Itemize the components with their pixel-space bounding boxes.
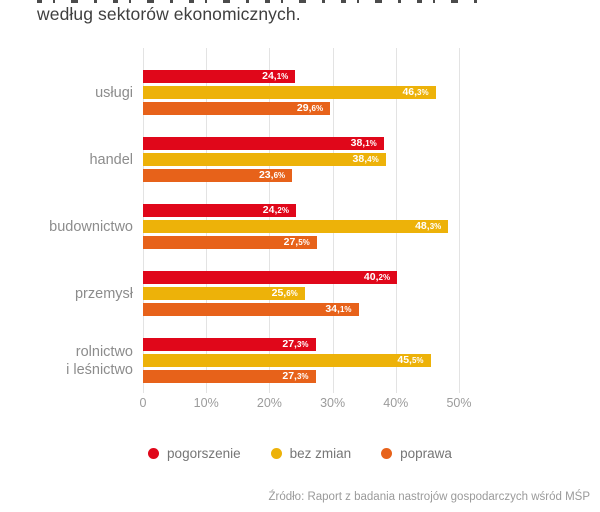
category-label: budownictwo [49, 218, 133, 235]
legend-item-pogorszenie: pogorszenie [148, 446, 241, 461]
bar-value-label: 45,5% [397, 354, 424, 366]
legend-label: pogorszenie [167, 446, 241, 461]
bar-value-label: 23,6% [258, 169, 286, 181]
x-axis-tick-label: 50% [446, 396, 472, 410]
bar-value-label: 29,6% [296, 102, 324, 114]
x-axis-tick-label: 30% [320, 396, 346, 410]
category-label: rolnictwo i leśnictwo [66, 343, 133, 378]
bar-value-label: 27,5% [283, 236, 310, 248]
bar-bez-zmian: 46,3% [143, 86, 436, 99]
bar-bez-zmian: 25,6% [143, 287, 305, 300]
chart-title: według sektorów ekonomicznych. [37, 4, 301, 24]
category-label: handel [89, 151, 133, 168]
bar-value-label: 24,1% [262, 70, 289, 82]
x-axis-tick-label: 10% [193, 396, 219, 410]
bar-pogorszenie: 24,1% [143, 70, 296, 83]
legend-item-bez-zmian: bez zmian [270, 446, 352, 461]
bar-value-label: 38,1% [350, 137, 377, 149]
x-axis-tick-label: 40% [383, 396, 409, 410]
plot-area: 24,1% 46,3% 29,6% 38,1% 38,4% 23,6% 24,2% 48,3%… [143, 48, 460, 393]
bar-bez-zmian: 45,5% [143, 354, 431, 367]
grid-line [459, 48, 460, 393]
bar-value-label: 27,3% [282, 370, 309, 382]
bar-value-label: 24,2% [262, 204, 289, 216]
bar-poprawa: 23,6% [143, 169, 293, 182]
legend-color-dot [381, 448, 393, 459]
bar-poprawa: 27,3% [143, 370, 316, 383]
legend-color-dot [148, 448, 160, 459]
bar-pogorszenie: 24,2% [143, 204, 296, 217]
bar-poprawa: 27,5% [143, 236, 317, 249]
category-label: przemysł [74, 285, 133, 302]
bar-pogorszenie: 40,2% [143, 271, 398, 284]
bar-poprawa: 34,1% [143, 303, 359, 316]
bar-pogorszenie: 38,1% [143, 137, 384, 150]
x-axis-tick-label: 20% [256, 396, 282, 410]
bar-value-label: 34,1% [325, 303, 352, 315]
bar-value-label: 38,4% [352, 153, 379, 165]
bar-bez-zmian: 48,3% [143, 220, 449, 233]
cut-off-title-line-fragments [37, 0, 485, 3]
legend-label: poprawa [400, 446, 452, 461]
bar-value-label: 27,3% [282, 338, 309, 350]
legend: pogorszenie bez zmian poprawa [0, 446, 600, 461]
bar-value-label: 46,3% [402, 86, 429, 98]
legend-label: bez zmian [289, 446, 352, 461]
source-note: Źródło: Raport z badania nastrojów gospo… [268, 491, 590, 503]
bar-value-label: 48,3% [415, 220, 442, 232]
bar-bez-zmian: 38,4% [143, 153, 386, 166]
category-label: usługi [95, 84, 133, 101]
x-axis-tick-label: 0 [139, 396, 147, 410]
bar-value-label: 40,2% [363, 271, 391, 283]
bar-value-label: 25,6% [271, 287, 298, 299]
bar-pogorszenie: 27,3% [143, 338, 316, 351]
legend-color-dot [270, 448, 282, 459]
bar-poprawa: 29,6% [143, 102, 331, 115]
legend-item-poprawa: poprawa [381, 446, 452, 461]
